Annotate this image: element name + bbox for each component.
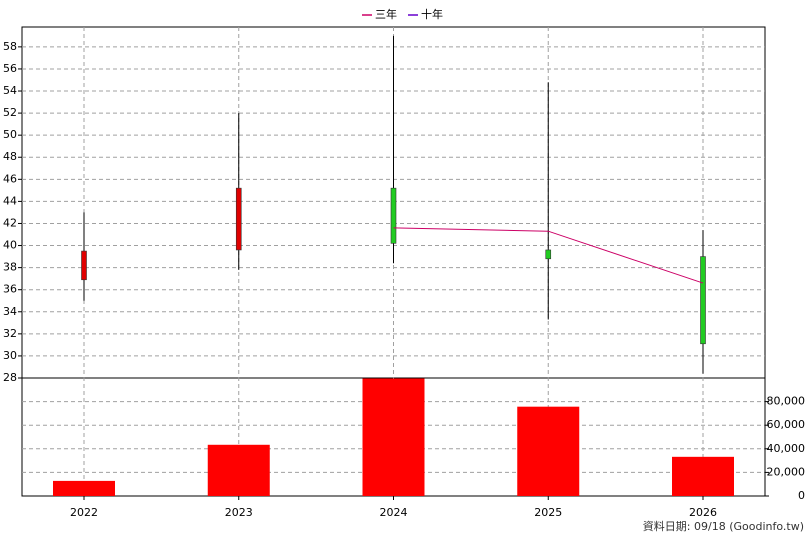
y-tick-label: 32	[3, 327, 17, 340]
y-tick-label: 30	[3, 349, 17, 362]
x-tick-label: 2026	[689, 506, 717, 519]
y-tick-label: 42	[3, 216, 17, 229]
y-tick-label: 38	[3, 261, 17, 274]
y-tick-label: 56	[3, 62, 17, 75]
series-line	[393, 227, 704, 284]
x-tick-label: 2022	[70, 506, 98, 519]
candle-body	[81, 250, 87, 281]
y-tick-label: 34	[3, 305, 17, 318]
candle-body	[700, 256, 706, 345]
footer: 資料日期: 09/18 (Goodinfo.tw)	[643, 519, 804, 533]
y2-tick-label: 60,000	[767, 418, 806, 431]
volume-bar	[672, 456, 734, 496]
y-tick-label: 52	[3, 106, 17, 119]
y-tick-label: 48	[3, 150, 17, 163]
volume-bar	[207, 444, 270, 496]
y2-tick-label: 80,000	[767, 395, 806, 408]
y-tick-label: 36	[3, 283, 17, 296]
y-tick-label: 46	[3, 172, 17, 185]
y-tick-label: 40	[3, 239, 17, 252]
volume-bar	[53, 480, 115, 496]
legend-label: 十年	[421, 7, 443, 21]
legend-label: 三年	[375, 7, 397, 21]
y-tick-label: 54	[3, 84, 17, 97]
x-tick-label: 2025	[534, 506, 562, 519]
candle-body	[235, 187, 242, 251]
volume-bar	[517, 406, 580, 496]
y-tick-label: 58	[3, 40, 17, 53]
y-tick-label: 50	[3, 128, 17, 141]
y2-tick-label: 20,000	[767, 465, 806, 478]
volume-bar	[362, 378, 425, 496]
y2-tick-label: 0	[798, 489, 805, 502]
candle-body	[390, 187, 397, 244]
x-tick-label: 2023	[225, 506, 253, 519]
x-tick-label: 2024	[380, 506, 408, 519]
y-tick-label: 44	[3, 194, 17, 207]
candle-body	[545, 249, 552, 260]
y-tick-label: 28	[3, 371, 17, 384]
y2-tick-label: 40,000	[767, 442, 806, 455]
